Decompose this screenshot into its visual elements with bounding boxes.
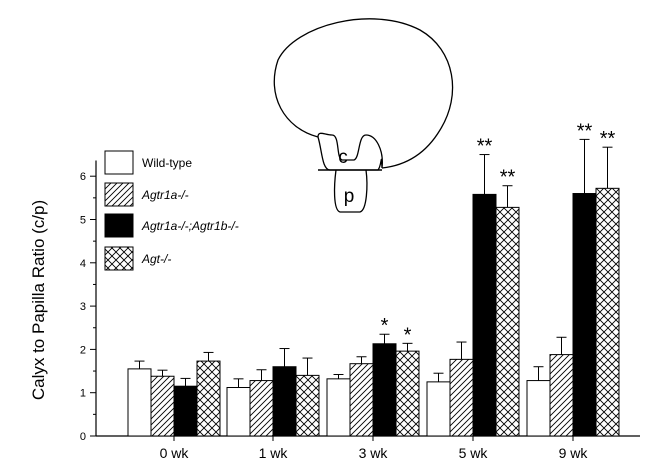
y-tick-label: 4	[80, 258, 86, 270]
bar	[249, 380, 274, 437]
bar	[526, 380, 551, 437]
bar	[226, 387, 251, 437]
bar	[272, 366, 297, 437]
y-tick-label: 5	[80, 215, 86, 227]
bar	[196, 360, 221, 437]
bars: * ******* **	[127, 120, 620, 437]
x-tick-label: 9 wk	[559, 445, 589, 461]
significance-marker: **	[577, 120, 593, 142]
bar	[549, 354, 574, 437]
significance-marker: *	[381, 315, 389, 337]
y-tick-label: 3	[80, 301, 86, 313]
legend-entry-agtr1a: Agtr1a-/-	[104, 182, 189, 207]
legend-swatch-wild-type	[104, 150, 134, 175]
x-tick-label: 1 wk	[259, 445, 289, 461]
legend: Wild-type Agtr1a-/- Agtr1a-/-;Agtr1b-/- …	[104, 150, 239, 271]
legend-swatch-agtr1a	[104, 182, 134, 207]
kidney-outline	[273, 18, 454, 169]
x-tick-label: 5 wk	[459, 445, 489, 461]
bar	[295, 374, 320, 437]
papilla-outline	[333, 169, 368, 213]
x-tick-label: 0 wk	[160, 445, 190, 461]
bar	[426, 381, 451, 437]
bar	[595, 187, 620, 437]
legend-swatch-agt	[104, 246, 134, 271]
bar	[150, 375, 175, 437]
legend-swatch-agtr1a-agtr1b	[104, 213, 134, 238]
bar	[449, 358, 474, 437]
legend-entry-agt: Agt-/-	[104, 246, 171, 271]
significance-marker: **	[600, 128, 616, 150]
y-tick-label: 6	[80, 171, 86, 183]
x-tick-label: 3 wk	[359, 445, 389, 461]
bar	[372, 343, 397, 437]
significance-marker: **	[500, 167, 516, 189]
bar	[127, 368, 152, 437]
legend-entry-agtr1a-agtr1b: Agtr1a-/-;Agtr1b-/-	[104, 213, 239, 238]
calyx-outline	[317, 132, 383, 171]
legend-entry-wild-type: Wild-type	[104, 150, 192, 175]
bar	[572, 193, 597, 437]
bar	[472, 193, 497, 437]
bar	[173, 385, 198, 437]
legend-label-agt: Agt-/-	[141, 252, 171, 266]
y-tick-label: 0	[80, 431, 86, 443]
papilla-label: p	[344, 186, 355, 207]
legend-label-agtr1a: Agtr1a-/-	[141, 188, 189, 202]
calyx-label: c	[338, 147, 348, 168]
legend-label-agtr1a-agtr1b: Agtr1a-/-;Agtr1b-/-	[141, 219, 239, 233]
kidney-diagram: c p	[273, 18, 454, 213]
bar	[326, 378, 351, 437]
significance-marker: *	[404, 324, 412, 346]
y-axis-title: Calyx to Papilla Ratio (c/p)	[29, 200, 48, 400]
bar	[349, 363, 374, 437]
bar	[395, 350, 420, 437]
significance-marker: **	[477, 136, 493, 158]
bar	[495, 206, 520, 437]
legend-label-wild-type: Wild-type	[142, 156, 192, 170]
y-tick-label: 2	[80, 344, 86, 356]
y-tick-label: 1	[80, 388, 86, 400]
